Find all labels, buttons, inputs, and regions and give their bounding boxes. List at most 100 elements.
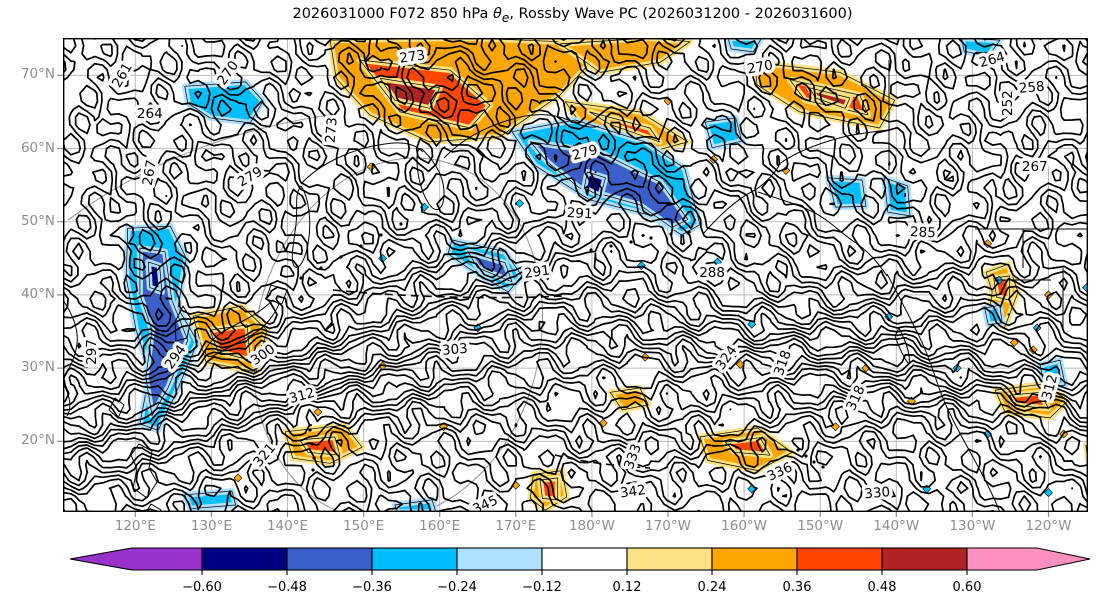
anomaly-spot: [1009, 338, 1019, 347]
contour-label: 345: [470, 492, 500, 512]
island-dot: [796, 448, 800, 452]
coastline: [108, 397, 125, 419]
y-tick-label: 70°N: [20, 66, 55, 83]
island-dot: [649, 236, 653, 240]
colorbar-tick-label: −0.12: [522, 580, 562, 595]
anomaly-spot: [233, 473, 243, 483]
contour-label: 297: [84, 339, 100, 365]
anomaly-region-outline: [589, 111, 660, 143]
anomaly-region-outline: [394, 499, 437, 512]
island-dot: [308, 428, 312, 432]
anomaly-region-outline: [284, 424, 363, 464]
island-dot: [687, 230, 691, 234]
contour-label: 342: [619, 482, 647, 501]
anomaly-region-outline: [609, 387, 649, 411]
island-dot: [359, 244, 363, 248]
island-dot: [319, 266, 323, 270]
island-dot: [339, 255, 343, 259]
x-tick-label: 170°E: [495, 518, 537, 534]
colorbar-tick-label: 0.60: [953, 580, 982, 595]
colorbar-tick-label: −0.24: [437, 580, 477, 595]
anomaly-region-outline: [754, 61, 896, 129]
contour-label: 285: [910, 224, 937, 241]
x-tick-label: 150°W: [797, 518, 844, 534]
colorbar-segment: [201, 547, 288, 571]
title-theta-subscript: e: [501, 10, 510, 25]
colorbar-segment: [456, 547, 543, 571]
coastline: [63, 382, 71, 417]
x-tick-label: 160°E: [419, 518, 461, 534]
colorbar: −0.60 −0.48 −0.36 −0.24 −0.12 0.12 0.24 0.36 0.4…: [69, 547, 1091, 595]
x-tick-label: 150°E: [343, 518, 385, 534]
anomaly-spot: [313, 407, 323, 417]
title-theta-symbol: θ: [493, 6, 502, 22]
anomaly-region-outline: [139, 247, 189, 417]
anomaly-region-outline: [994, 383, 1069, 419]
anomaly-region-outline: [699, 427, 793, 471]
x-tick-label: 130°W: [949, 518, 996, 534]
colorbar-tick-label: 0.24: [698, 580, 727, 595]
colorbar-segment: [881, 547, 968, 571]
contour-label: 291: [566, 205, 593, 222]
island-dot: [312, 456, 316, 460]
colorbar-tick-label: 0.48: [868, 580, 897, 595]
coastline: [443, 114, 600, 159]
contour-label: 303: [441, 341, 468, 359]
colorbar-tick-label: −0.60: [182, 580, 222, 595]
colorbar-segment: [541, 547, 628, 571]
coastline: [130, 443, 158, 499]
contour-label: 330: [864, 484, 891, 502]
contour-label: 288: [699, 265, 725, 281]
island-dot: [399, 222, 403, 226]
y-tick-label: 20°N: [20, 432, 55, 449]
anomaly-spot: [636, 261, 646, 271]
island-dot: [379, 233, 383, 237]
anomaly-region-outline: [827, 177, 867, 208]
island-dot: [310, 442, 314, 446]
contour-label: 312: [287, 385, 316, 407]
contour-label: 252: [1000, 90, 1016, 116]
anomaly-region-outline: [1039, 359, 1066, 389]
island-dot: [609, 244, 613, 248]
anomaly-region-outline: [299, 436, 341, 456]
island-dot: [669, 232, 673, 236]
title-prefix: 2026031000 F072 850 hPa: [292, 6, 494, 22]
colorbar-tick-label: 0.12: [613, 580, 642, 595]
anomaly-region-outline: [727, 38, 762, 53]
x-tick-label: 140°W: [873, 518, 920, 534]
colorbar-tick-label: −0.36: [352, 580, 392, 595]
island-dot: [311, 468, 315, 472]
contour-label: 264: [137, 106, 163, 122]
island-dot: [629, 240, 633, 244]
island-dot: [804, 454, 808, 458]
coastline: [265, 284, 288, 305]
figure-title: 2026031000 F072 850 hPa θe, Rossby Wave …: [40, 6, 1105, 25]
coastline: [63, 299, 78, 381]
map-plot-area: 261 264 267 270 273 273 279 279 270 264 258 252 267 2…: [63, 38, 1088, 512]
anomaly-region-outline: [789, 79, 869, 116]
contour-label: 267: [1022, 159, 1048, 175]
anomaly-region-outline: [329, 38, 596, 143]
x-tick-label: 180°W: [568, 518, 615, 534]
colorbar-tick-label: 0.36: [783, 580, 812, 595]
colorbar-segment: [371, 547, 458, 571]
island-dot: [299, 276, 303, 280]
coastline: [894, 327, 910, 365]
colorbar-segment: [711, 547, 798, 571]
island-dot: [589, 248, 593, 252]
dashed-contour: [332, 289, 564, 299]
contour-label: 258: [1018, 79, 1045, 97]
coastline: [702, 165, 780, 235]
island-dot: [821, 465, 825, 469]
anomaly-region-outline: [511, 119, 701, 236]
y-tick-label: 40°N: [20, 285, 55, 302]
contour-label: 273: [323, 117, 341, 144]
anomaly-spot: [515, 199, 525, 208]
colorbar-arrow-left: [69, 547, 203, 571]
coastline: [778, 129, 890, 165]
colorbar-tick-label: −0.48: [267, 580, 307, 595]
x-tick-label: 140°E: [266, 518, 309, 534]
y-tick-label: 30°N: [20, 359, 55, 376]
